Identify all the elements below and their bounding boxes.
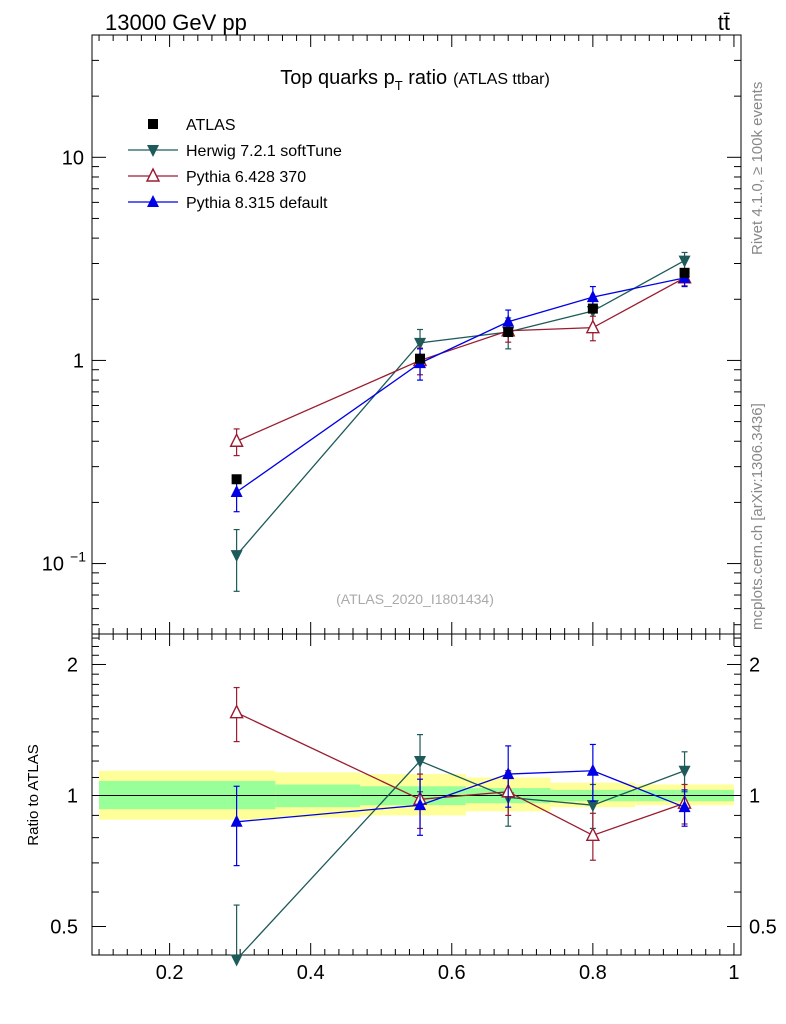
series-pythia-6-428-370 bbox=[229, 269, 692, 861]
mcplots-label: mcplots.cern.ch [arXiv:1306.3436] bbox=[749, 403, 766, 630]
title-subscript: T bbox=[395, 78, 403, 93]
main-point bbox=[679, 267, 690, 278]
x-tick-label: 0.2 bbox=[156, 962, 184, 984]
main-series-line bbox=[236, 277, 685, 442]
x-tick-label: 0.8 bbox=[579, 962, 607, 984]
series-atlas bbox=[231, 267, 690, 485]
main-point bbox=[415, 353, 426, 364]
ratio-y-tick-label: 2 bbox=[67, 654, 78, 676]
legend-entry: Pythia 6.428 370 bbox=[128, 167, 306, 186]
legend-label: Pythia 8.315 default bbox=[186, 195, 328, 212]
ratio-point bbox=[414, 756, 427, 769]
main-series-line bbox=[236, 260, 685, 556]
legend-entry: Herwig 7.2.1 softTune bbox=[128, 143, 342, 160]
legend: ATLAS Herwig 7.2.1 softTune Pythia 6.428 3… bbox=[128, 117, 342, 212]
ratio-point bbox=[230, 954, 243, 967]
series-herwig-7-2-1-softtune bbox=[230, 251, 691, 967]
rivet-label: Rivet 4.1.0, ≥ 100k events bbox=[749, 82, 766, 255]
legend-entry: Pythia 8.315 default bbox=[128, 195, 328, 212]
main-y-tick-exponent: −1 bbox=[70, 549, 86, 565]
ratio-y-tick-label: 1 bbox=[67, 785, 78, 807]
uncertainty-bands bbox=[92, 770, 741, 820]
main-point bbox=[678, 255, 691, 268]
energy-label: 13000 GeV pp bbox=[105, 10, 247, 35]
legend-label: Pythia 6.428 370 bbox=[186, 169, 306, 186]
legend-label: Herwig 7.2.1 softTune bbox=[186, 143, 342, 160]
ratio-y-tick-label: 0.5 bbox=[50, 916, 78, 938]
ratio-point bbox=[229, 704, 244, 719]
ratio-y-tick-label-right: 1 bbox=[749, 785, 760, 807]
ratio-y-tick-label-right: 0.5 bbox=[749, 916, 777, 938]
svg-text:Top quarks pT ratio(ATLAS ttba: Top quarks pT ratio (ATLAS ttbar) bbox=[280, 67, 550, 93]
ratio-point bbox=[502, 767, 515, 780]
legend-entry: ATLAS bbox=[148, 117, 236, 134]
ratio-point bbox=[586, 763, 599, 776]
title-suffix: ratio bbox=[403, 67, 447, 89]
chart-title: Top quarks pT ratio (ATLAS ttbar) bbox=[280, 67, 550, 93]
main-point bbox=[230, 485, 243, 498]
title-main: Top quarks p bbox=[280, 67, 395, 89]
legend-marker bbox=[147, 195, 159, 207]
main-point bbox=[585, 319, 600, 334]
analysis-id: (ATLAS_2020_I1801434) bbox=[336, 591, 494, 607]
title-note: (ATLAS ttbar) bbox=[453, 71, 550, 88]
main-point bbox=[231, 474, 242, 485]
main-y-tick-label: 10 bbox=[62, 147, 84, 169]
main-y-tick-label: 1 bbox=[73, 350, 84, 372]
main-point bbox=[587, 303, 598, 314]
legend-marker bbox=[147, 145, 159, 157]
legend-marker bbox=[145, 167, 161, 182]
main-y-tick-label: 10 bbox=[42, 554, 64, 576]
ratio-ylabel: Ratio to ATLAS bbox=[25, 744, 42, 845]
process-label: tt̄ bbox=[718, 10, 730, 35]
ratio-point bbox=[678, 765, 691, 778]
ratio-plot-frame bbox=[91, 633, 742, 956]
x-tick-label: 0.4 bbox=[297, 962, 325, 984]
axes: 0.2 0.4 0.6 0.8 1 10 −1 1 10 0.5 0.5 1 1 2 2 bbox=[42, 34, 777, 984]
legend-label: ATLAS bbox=[186, 117, 236, 134]
main-point bbox=[230, 550, 243, 563]
main-point bbox=[414, 337, 427, 350]
main-series-line bbox=[236, 277, 685, 493]
main-point bbox=[503, 327, 514, 338]
ratio-point bbox=[586, 800, 599, 813]
ratio-point bbox=[414, 798, 427, 811]
main-point bbox=[586, 290, 599, 303]
legend-marker bbox=[148, 119, 158, 129]
ratio-point bbox=[678, 800, 691, 813]
data-series bbox=[229, 251, 692, 967]
x-tick-label: 0.6 bbox=[438, 962, 466, 984]
ratio-point bbox=[230, 814, 243, 827]
x-tick-label: 1 bbox=[728, 962, 739, 984]
ratio-point bbox=[585, 826, 600, 842]
main-point bbox=[229, 432, 244, 447]
main-point bbox=[502, 314, 515, 327]
ratio-y-tick-label-right: 2 bbox=[749, 654, 760, 676]
